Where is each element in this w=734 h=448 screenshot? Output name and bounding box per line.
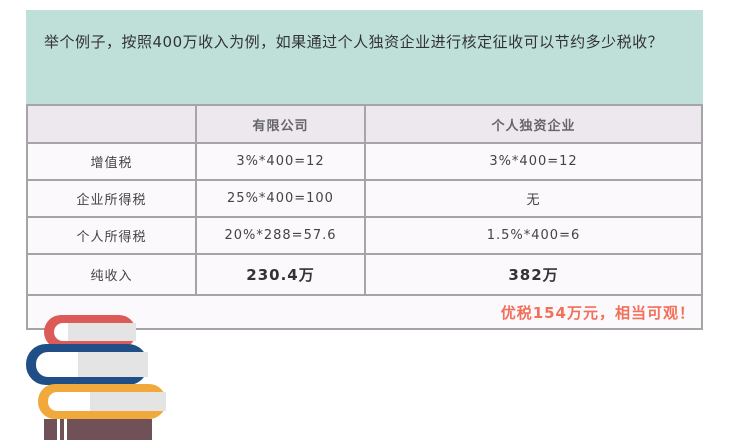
cell: 3%*400=12	[364, 142, 703, 181]
summary-row: 优税154万元，相当可观！	[26, 294, 703, 330]
cell: 1.5%*400=6	[364, 216, 703, 255]
cell: 230.4万	[195, 253, 366, 296]
cell: 3%*400=12	[195, 142, 366, 181]
intro-text: 举个例子，按照400万收入为例，如果通过个人独资企业进行核定征收可以节约多少税收…	[26, 10, 703, 104]
cell: 382万	[364, 253, 703, 296]
table-header-row: 有限公司 个人独资企业	[26, 104, 703, 144]
row-label: 个人所得税	[26, 216, 197, 255]
cell: 无	[364, 179, 703, 218]
table-row: 纯收入 230.4万 382万	[26, 253, 703, 296]
table-row: 企业所得税 25%*400=100 无	[26, 179, 703, 218]
cell: 25%*400=100	[195, 179, 366, 218]
books-stack-icon	[26, 315, 166, 440]
row-label: 企业所得税	[26, 179, 197, 218]
header-cell: 有限公司	[195, 104, 366, 144]
row-label: 增值税	[26, 142, 197, 181]
header-cell: 个人独资企业	[364, 104, 703, 144]
row-label: 纯收入	[26, 253, 197, 296]
table-row: 个人所得税 20%*288=57.6 1.5%*400=6	[26, 216, 703, 255]
tax-comparison-table: 有限公司 个人独资企业 增值税 3%*400=12 3%*400=12 企业所得…	[26, 104, 703, 330]
header-cell	[26, 104, 197, 144]
summary-text: 优税154万元，相当可观！	[26, 294, 703, 330]
cell: 20%*288=57.6	[195, 216, 366, 255]
table-row: 增值税 3%*400=12 3%*400=12	[26, 142, 703, 181]
